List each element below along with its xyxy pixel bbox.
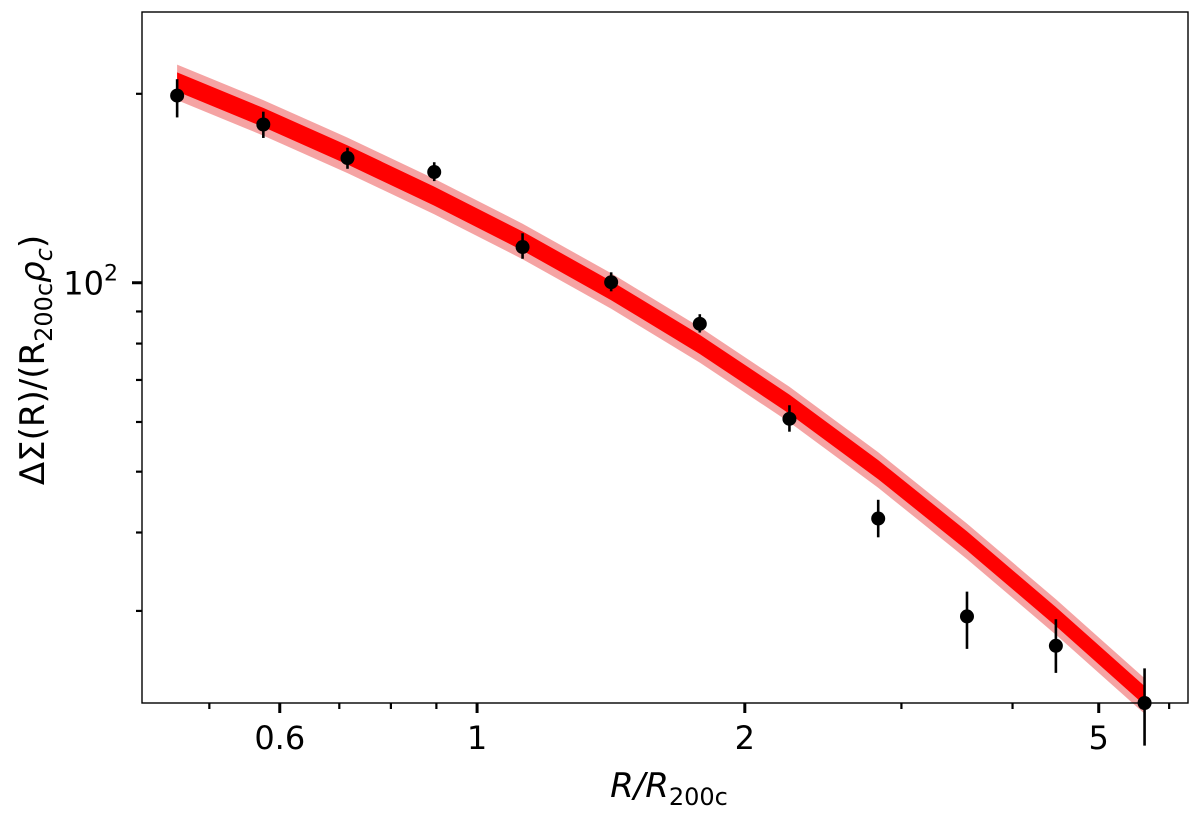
data-point — [515, 240, 530, 255]
x-tick-label: 5 — [1089, 719, 1109, 757]
data-point — [782, 411, 797, 426]
y-tick-label: 102 — [63, 262, 118, 303]
data-point — [692, 316, 707, 331]
x-tick-label: 1 — [467, 719, 487, 757]
data-point — [340, 151, 355, 166]
plot-frame — [141, 11, 1189, 704]
y-axis-label: ΔΣ(R)/(R200cρc) — [13, 235, 58, 485]
data-point — [959, 609, 974, 624]
data-point — [427, 165, 442, 180]
data-point — [1048, 638, 1063, 653]
y-tick-label-exponent: 2 — [104, 262, 118, 287]
data-point — [871, 511, 886, 526]
data-point — [256, 117, 271, 132]
data-point — [604, 275, 619, 290]
data-points-layer — [170, 79, 1152, 746]
data-point — [170, 88, 185, 103]
y-tick-label-base: 10 — [63, 265, 104, 303]
x-tick-label: 2 — [735, 719, 755, 757]
x-tick-label: 0.6 — [254, 719, 305, 757]
x-axis-label: R/R200c — [610, 766, 728, 811]
model-band-layer — [177, 64, 1145, 714]
